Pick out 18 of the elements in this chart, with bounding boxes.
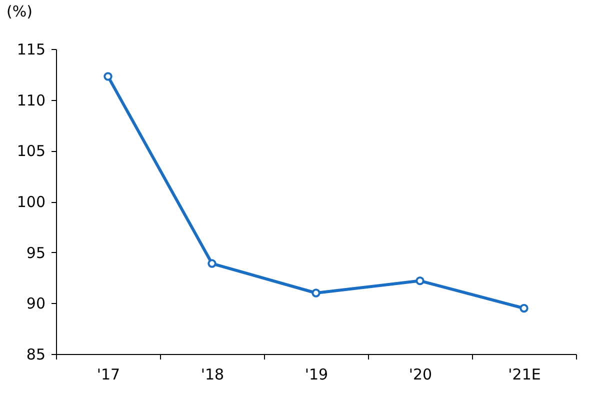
x-tick-label: '21E [508,366,541,384]
y-tick-label: 100 [16,193,46,211]
point [104,72,112,81]
x-tick-label: '18 [200,366,224,384]
point [416,276,424,286]
x-tick-label: '20 [408,366,432,384]
point [208,259,216,268]
x-tick-label: '17 [96,366,120,384]
point [520,304,528,313]
y-tick-label: 90 [26,294,46,313]
y-tick-label: 115 [16,40,46,58]
y-tick-label: 95 [26,244,46,262]
y-tick-label: 110 [16,91,46,110]
x-tick-label: '19 [304,366,328,384]
y-tick-label: 105 [16,142,46,160]
y-tick-label: 85 [26,346,46,364]
y-axis-title: (%) [6,2,32,20]
point [312,288,320,298]
